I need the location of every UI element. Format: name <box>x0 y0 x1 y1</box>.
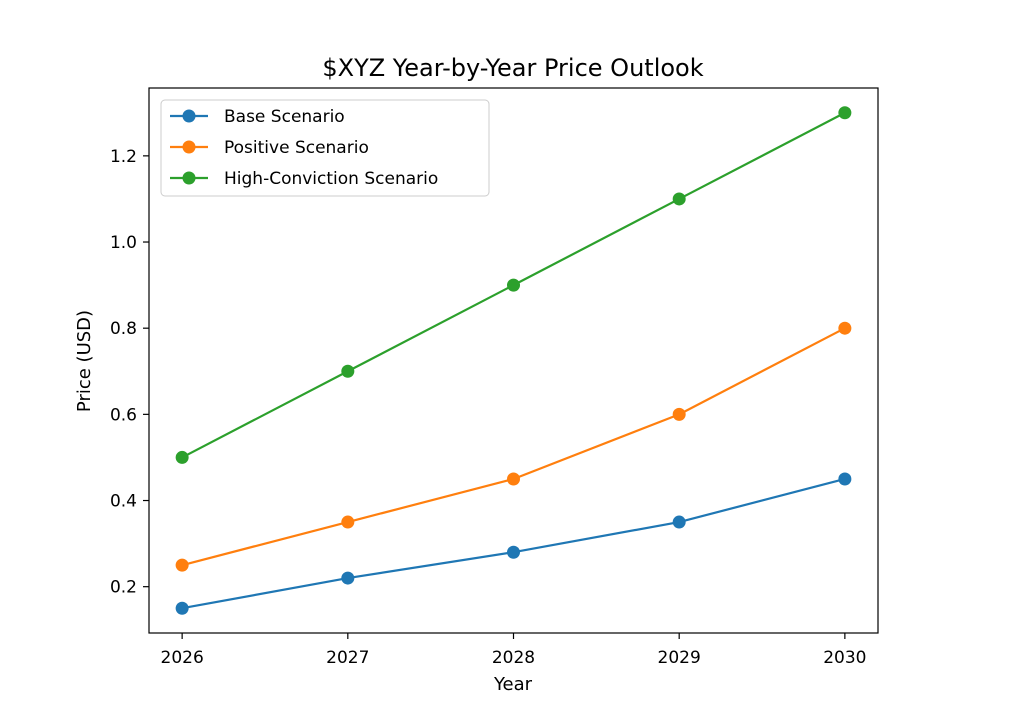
data-point <box>341 515 355 529</box>
data-point <box>507 545 520 559</box>
data-point <box>838 321 852 335</box>
legend-item: Base Scenario <box>170 107 345 127</box>
legend-label: Base Scenario <box>224 107 345 127</box>
data-point <box>838 106 852 120</box>
series-line <box>181 327 846 567</box>
y-axis: 0.2 0.4 0.6 0.8 1.0 1.2 <box>110 147 149 598</box>
data-point <box>175 450 189 464</box>
y-tick-label: 0.8 <box>110 319 137 339</box>
y-tick-label: 0.2 <box>110 578 137 598</box>
data-point <box>838 472 852 486</box>
data-point <box>341 364 355 378</box>
series-line <box>181 477 846 610</box>
chart-title: $XYZ Year-by-Year Price Outlook <box>322 54 703 82</box>
series-0 <box>175 472 852 615</box>
data-point <box>175 601 189 615</box>
series-1 <box>175 321 852 572</box>
data-point <box>672 515 686 529</box>
y-tick-label: 0.6 <box>110 405 137 425</box>
x-tick-label: 2026 <box>161 648 204 668</box>
y-axis-label: Price (USD) <box>74 310 95 412</box>
legend-label: High-Conviction Scenario <box>224 169 438 189</box>
data-point <box>507 278 520 292</box>
x-axis-label: Year <box>493 674 533 695</box>
legend-item: High-Conviction Scenario <box>170 169 438 189</box>
legend-marker <box>182 171 196 185</box>
data-point <box>175 558 189 572</box>
legend-marker <box>182 140 196 154</box>
x-tick-label: 2029 <box>658 648 701 668</box>
data-point <box>672 192 686 206</box>
data-point <box>507 472 520 486</box>
legend: Base Scenario Positive Scenario High-Convi… <box>160 99 490 197</box>
x-tick-label: 2027 <box>326 648 369 668</box>
series-layer <box>175 106 852 615</box>
legend-item: Positive Scenario <box>170 138 369 158</box>
x-tick-label: 2030 <box>823 648 866 668</box>
data-point <box>341 571 355 585</box>
series-2 <box>175 106 852 464</box>
y-tick-label: 1.2 <box>110 147 137 167</box>
legend-marker <box>182 109 196 123</box>
y-tick-label: 0.4 <box>110 492 137 512</box>
legend-box <box>160 99 490 197</box>
data-point <box>672 407 686 421</box>
y-tick-label: 1.0 <box>110 233 137 253</box>
x-tick-label: 2028 <box>492 648 535 668</box>
x-axis: 2026 2027 2028 2029 2030 <box>161 633 866 668</box>
legend-label: Positive Scenario <box>224 138 369 158</box>
